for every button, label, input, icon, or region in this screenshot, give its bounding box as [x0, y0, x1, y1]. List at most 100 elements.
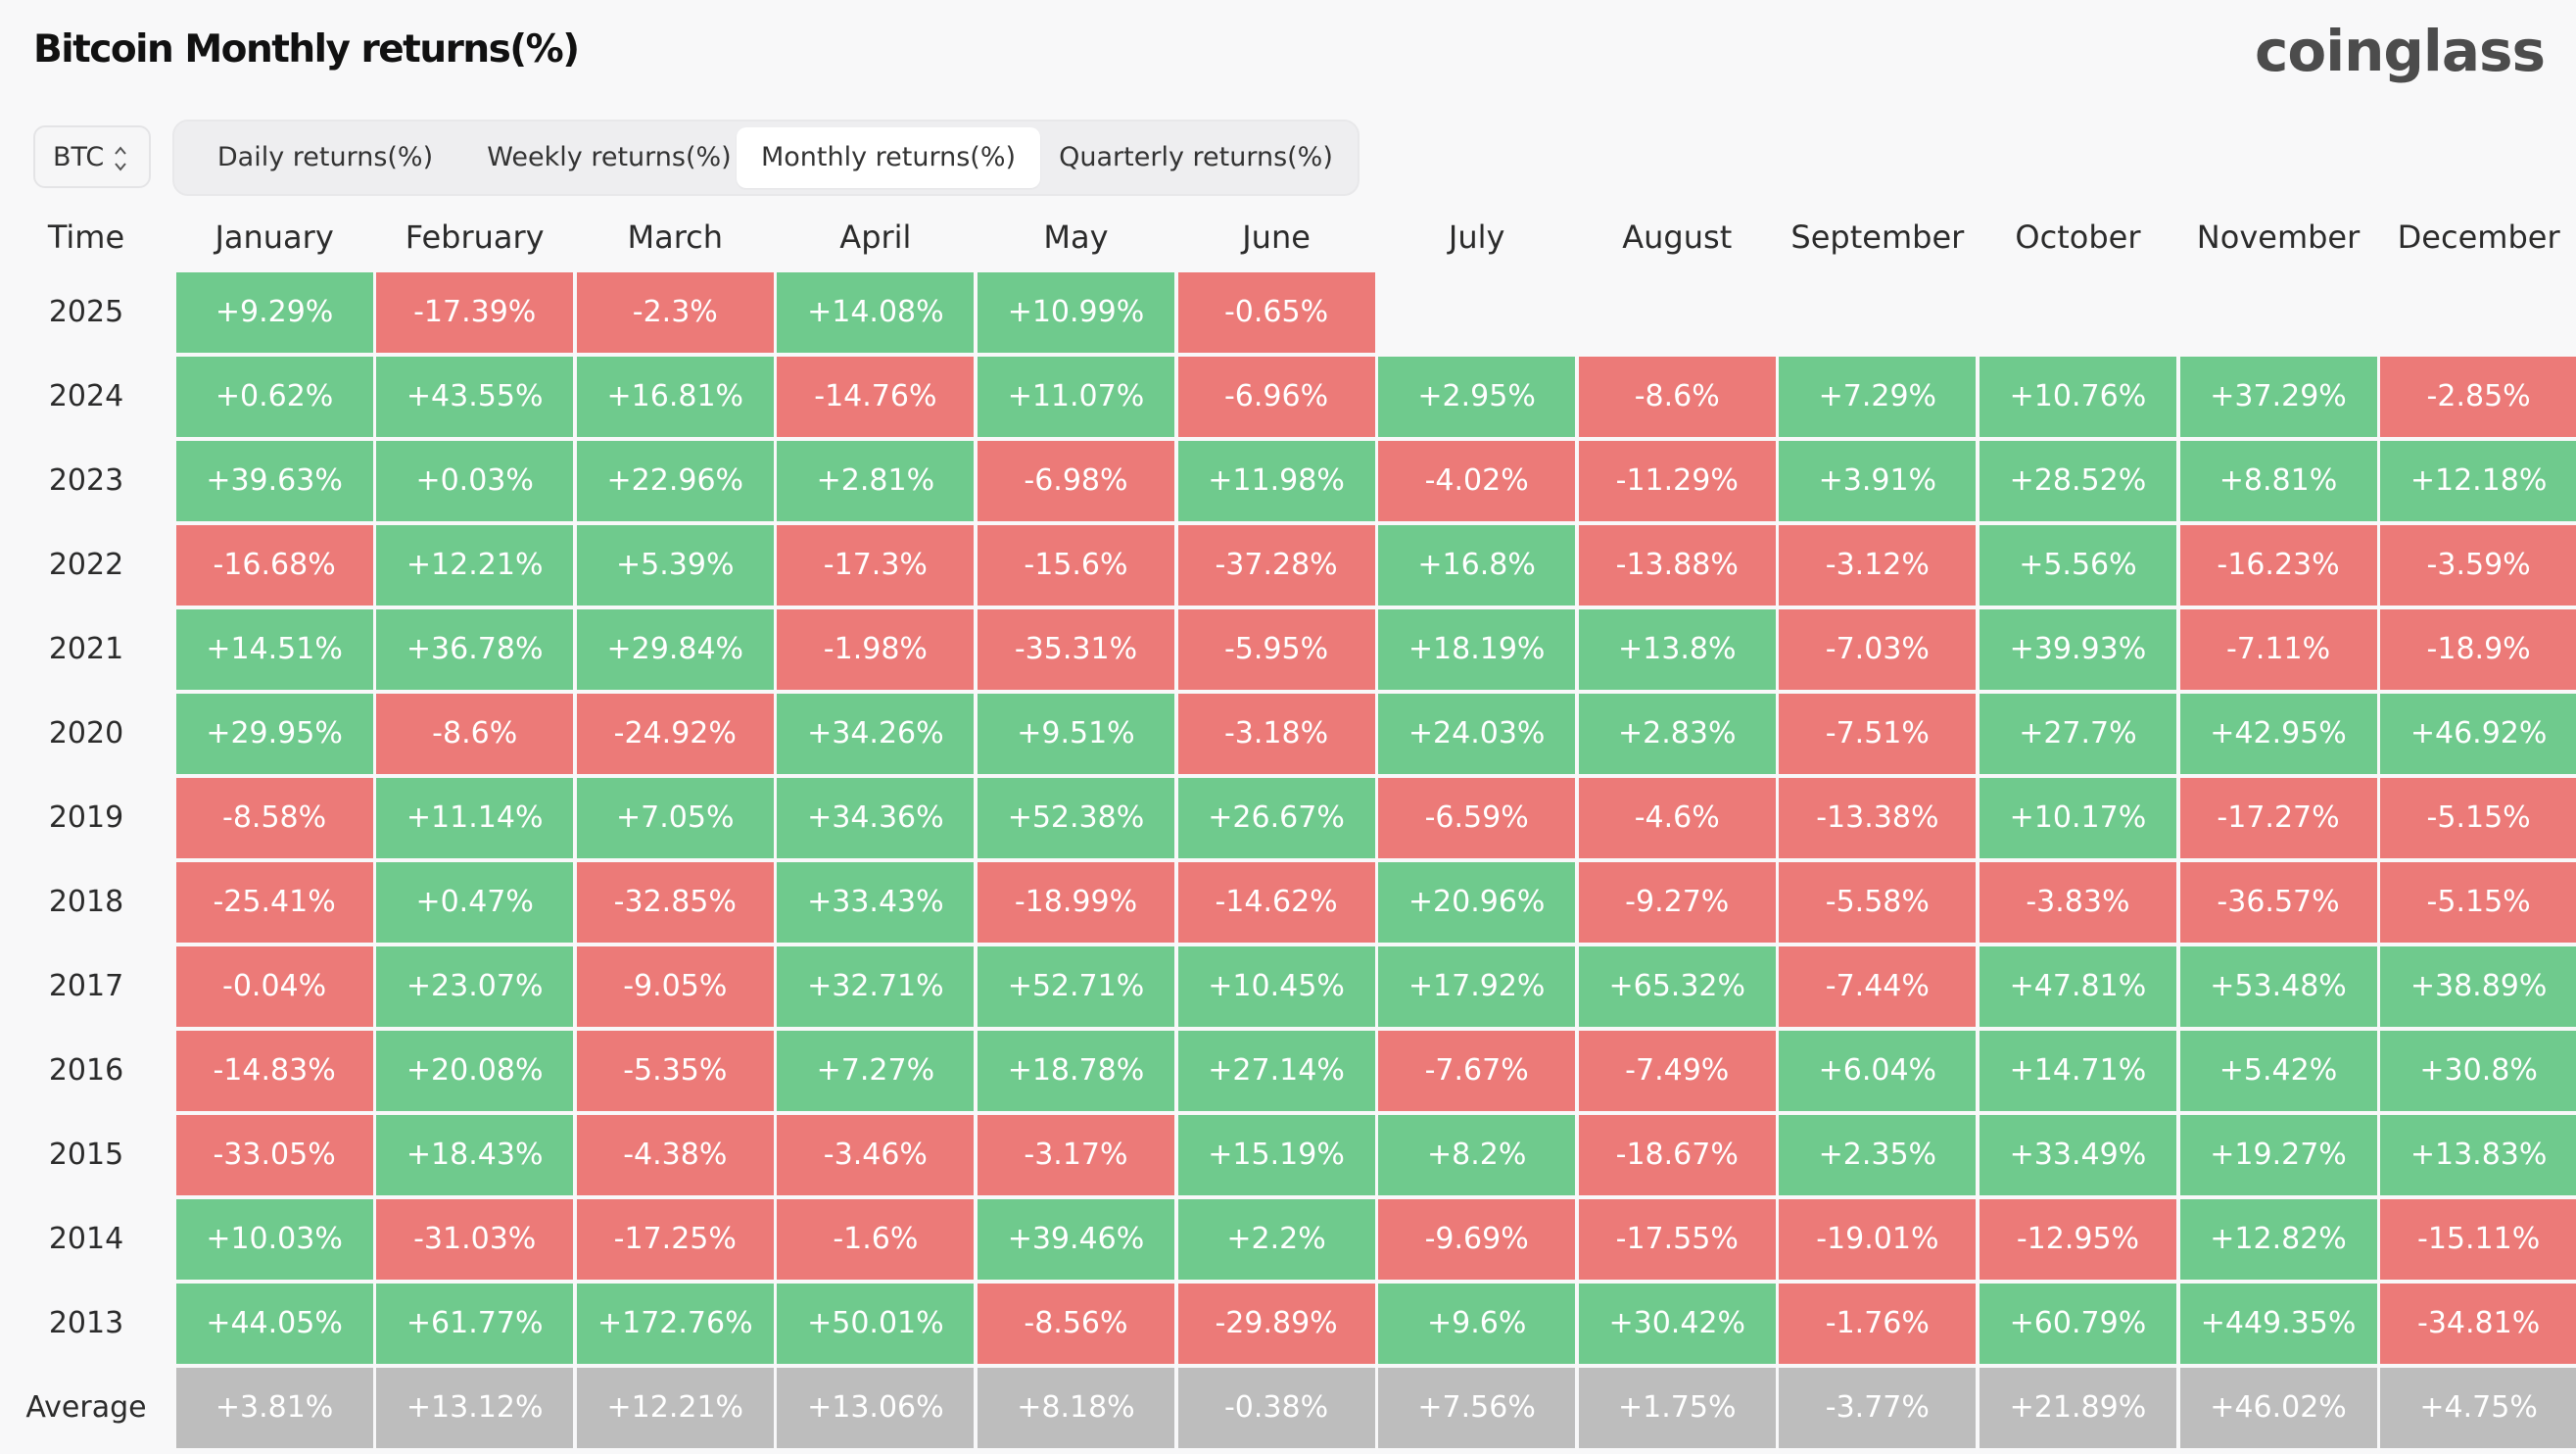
year-label-2017: 2017: [48, 969, 124, 1003]
return-cell: -18.9%: [2380, 609, 2576, 690]
year-label-2013: 2013: [48, 1306, 124, 1340]
return-cell: +32.71%: [777, 946, 975, 1027]
return-cell: +22.96%: [576, 441, 774, 521]
return-cell: +16.8%: [1378, 525, 1576, 606]
return-cell: -16.23%: [2179, 525, 2377, 606]
return-cell: +7.27%: [777, 1031, 975, 1111]
return-cell: -4.02%: [1378, 441, 1576, 521]
return-cell: +12.21%: [376, 525, 574, 606]
return-cell: +2.2%: [1177, 1199, 1375, 1280]
month-header-august: August: [1622, 218, 1733, 256]
return-cell: -7.67%: [1378, 1031, 1576, 1111]
return-cell: +0.62%: [175, 357, 373, 437]
year-label-2020: 2020: [48, 716, 124, 751]
return-cell: +14.71%: [1979, 1031, 2176, 1111]
return-cell: +0.47%: [376, 862, 574, 943]
tab-quarterly-returns[interactable]: Quarterly returns(%): [1059, 142, 1333, 172]
return-cell: -15.6%: [977, 525, 1174, 606]
month-header-january: January: [215, 218, 334, 256]
return-cell: +30.8%: [2380, 1031, 2576, 1111]
return-cell: +50.01%: [777, 1284, 975, 1364]
return-cell: +2.81%: [777, 441, 975, 521]
return-cell: +9.6%: [1378, 1284, 1576, 1364]
average-cell: +8.18%: [977, 1368, 1174, 1448]
return-cell: +53.48%: [2179, 946, 2377, 1027]
return-cell: +43.55%: [376, 357, 574, 437]
return-cell: -12.95%: [1979, 1199, 2176, 1280]
return-cell: -1.76%: [1779, 1284, 1977, 1364]
tab-monthly-returns[interactable]: Monthly returns(%): [737, 127, 1040, 188]
return-cell: +27.14%: [1177, 1031, 1375, 1111]
return-cell: +14.51%: [175, 609, 373, 690]
return-cell: +9.51%: [977, 694, 1174, 774]
return-cell: -6.98%: [977, 441, 1174, 521]
year-label-2014: 2014: [48, 1222, 124, 1256]
return-cell: +19.27%: [2179, 1115, 2377, 1195]
return-cell: +5.39%: [576, 525, 774, 606]
return-cell: +14.08%: [777, 272, 975, 353]
return-cell: +20.96%: [1378, 862, 1576, 943]
return-cell: +172.76%: [576, 1284, 774, 1364]
return-cell: -14.62%: [1177, 862, 1375, 943]
return-cell: -2.3%: [576, 272, 774, 353]
return-cell: +11.98%: [1177, 441, 1375, 521]
monthly-returns-table: Time January February March April May June July…: [0, 206, 2576, 1448]
page-title: Bitcoin Monthly returns(%): [33, 27, 580, 72]
return-cell: -34.81%: [2380, 1284, 2576, 1364]
average-cell: -3.77%: [1779, 1368, 1977, 1448]
tab-daily-returns[interactable]: Daily returns(%): [216, 142, 434, 172]
return-cell: +2.83%: [1578, 694, 1776, 774]
return-cell: -13.38%: [1779, 778, 1977, 858]
return-cell: [2380, 272, 2576, 353]
return-cell: +5.42%: [2179, 1031, 2377, 1111]
return-cell: -29.89%: [1177, 1284, 1375, 1364]
return-cell: -1.98%: [777, 609, 975, 690]
month-header-february: February: [405, 218, 545, 256]
return-cell: +17.92%: [1378, 946, 1576, 1027]
return-cell: -14.83%: [175, 1031, 373, 1111]
return-cell: +42.95%: [2179, 694, 2377, 774]
return-cell: -3.18%: [1177, 694, 1375, 774]
return-cell: -24.92%: [576, 694, 774, 774]
return-cell: +15.19%: [1177, 1115, 1375, 1195]
return-cell: -36.57%: [2179, 862, 2377, 943]
average-cell: +21.89%: [1979, 1368, 2176, 1448]
return-cell: +6.04%: [1779, 1031, 1977, 1111]
chevron-up-down-icon: [115, 146, 126, 171]
returns-tabs: Daily returns(%) Weekly returns(%) Month…: [172, 120, 1360, 196]
return-cell: +52.38%: [977, 778, 1174, 858]
return-cell: +28.52%: [1979, 441, 2176, 521]
return-cell: +33.49%: [1979, 1115, 2176, 1195]
return-cell: +24.03%: [1378, 694, 1576, 774]
return-cell: +34.26%: [777, 694, 975, 774]
return-cell: -17.55%: [1578, 1199, 1776, 1280]
average-row-label: Average: [25, 1390, 147, 1425]
return-cell: -6.96%: [1177, 357, 1375, 437]
return-cell: +13.83%: [2380, 1115, 2576, 1195]
return-cell: +46.92%: [2380, 694, 2576, 774]
year-label-2022: 2022: [48, 548, 124, 582]
month-header-july: July: [1448, 218, 1505, 256]
average-cell: +12.21%: [576, 1368, 774, 1448]
return-cell: +10.03%: [175, 1199, 373, 1280]
year-label-2016: 2016: [48, 1053, 124, 1088]
return-cell: -19.01%: [1779, 1199, 1977, 1280]
return-cell: -4.38%: [576, 1115, 774, 1195]
asset-select[interactable]: BTC: [33, 125, 151, 188]
return-cell: +10.45%: [1177, 946, 1375, 1027]
return-cell: +2.35%: [1779, 1115, 1977, 1195]
return-cell: -2.85%: [2380, 357, 2576, 437]
month-header-december: December: [2397, 218, 2560, 256]
return-cell: +29.84%: [576, 609, 774, 690]
month-header-september: September: [1790, 218, 1965, 256]
month-header-may: May: [1043, 218, 1109, 256]
return-cell: -3.12%: [1779, 525, 1977, 606]
return-cell: -15.11%: [2380, 1199, 2576, 1280]
tab-weekly-returns[interactable]: Weekly returns(%): [487, 142, 732, 172]
return-cell: +18.78%: [977, 1031, 1174, 1111]
return-cell: -16.68%: [175, 525, 373, 606]
return-cell: +8.81%: [2179, 441, 2377, 521]
return-cell: -8.58%: [175, 778, 373, 858]
return-cell: -18.99%: [977, 862, 1174, 943]
return-cell: +34.36%: [777, 778, 975, 858]
